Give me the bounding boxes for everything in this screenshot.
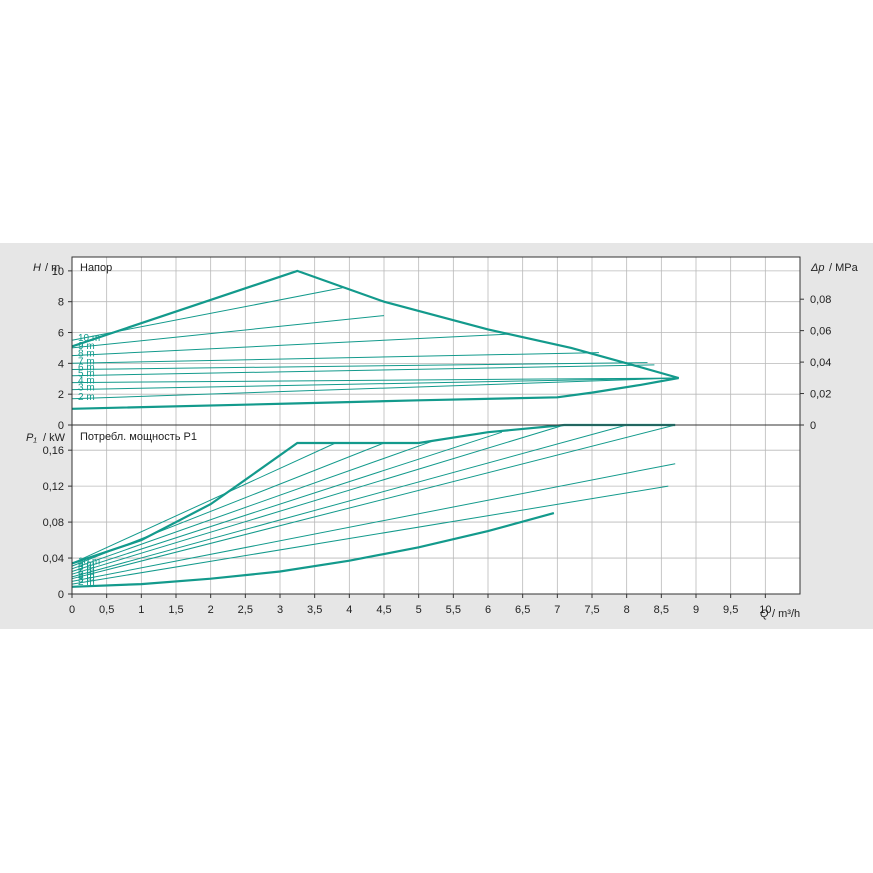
power-ylabel-symbol: P₁ xyxy=(26,432,37,444)
power-level-label: 6 m xyxy=(78,567,95,578)
dp-tick-label: 0,04 xyxy=(810,357,831,369)
labels: 0 0,5 1 1,5 2 2,5 3 3,5 4 4,5 5 5,5 6 6,5 7 7,5 8 8,5 9 9,5… xyxy=(43,266,832,616)
x-tick-label: 2 xyxy=(208,604,214,616)
x-tick-label: 10 xyxy=(759,604,771,616)
power-y-tick-label: 0 xyxy=(58,589,64,601)
power-curve-2m xyxy=(71,485,669,585)
x-tick-label: 4 xyxy=(346,604,352,616)
x-tick-label: 1 xyxy=(138,604,144,616)
power-level-label: 5 m xyxy=(78,570,95,581)
head-y-tick-label: 10 xyxy=(52,266,64,278)
x-tick-label: 3 xyxy=(277,604,283,616)
x-tick-label: 2,5 xyxy=(238,604,253,616)
dp-ylabel-unit: / MPa xyxy=(829,262,859,274)
power-y-tick-label: 0,04 xyxy=(43,553,64,565)
head-level-label: 3 m xyxy=(78,383,95,394)
dp-tick-label: 0 xyxy=(810,420,816,432)
power-level-label: 4 m xyxy=(78,572,95,583)
x-tick-label: 8,5 xyxy=(654,604,669,616)
x-label-symbol: Q xyxy=(760,608,769,620)
x-tick-label: 3,5 xyxy=(307,604,322,616)
head-level-label: 9 m xyxy=(78,341,95,352)
dp-tick-label: 0,08 xyxy=(810,294,831,306)
x-tick-label: 5 xyxy=(416,604,422,616)
power-title: Потребл. мощность P1 xyxy=(80,431,197,443)
head-level-label: 10 m xyxy=(78,333,100,344)
head-y-tick-label: 8 xyxy=(58,297,64,309)
x-tick-label: 7,5 xyxy=(584,604,599,616)
dp-tick-label: 0,02 xyxy=(810,389,831,401)
power-ylabel-unit: / kW xyxy=(43,432,66,444)
head-curve-2m xyxy=(71,377,679,400)
x-tick-label: 7 xyxy=(554,604,560,616)
x-tick-label: 1,5 xyxy=(168,604,183,616)
power-level-label: 10 m xyxy=(78,556,100,567)
power-y-tick-label: 0,16 xyxy=(43,445,64,457)
power-curve-3m xyxy=(71,463,676,582)
curves xyxy=(71,269,679,588)
head-level-label: 6 m xyxy=(78,363,95,374)
head-level-label: 2 m xyxy=(78,392,95,403)
power-level-label: 9 m xyxy=(78,559,95,570)
head-min-curve xyxy=(71,376,679,410)
head-ylabel-symbol: H xyxy=(33,262,41,274)
power-curve-8m xyxy=(71,440,433,570)
power-min-curve xyxy=(71,512,555,588)
head-y-tick-label: 2 xyxy=(58,389,64,401)
x-label-unit: / m³/h xyxy=(772,608,800,620)
power-level-label: 3 m xyxy=(78,574,95,585)
head-ylabel-unit: / m xyxy=(45,262,60,274)
power-y-tick-label: 0,12 xyxy=(43,481,64,493)
dp-tick-label: 0,06 xyxy=(810,326,831,338)
power-curve-7m xyxy=(71,431,503,572)
power-level-label: 7 m xyxy=(78,565,95,576)
head-curve-5m xyxy=(71,364,655,377)
x-tick-label: 8 xyxy=(624,604,630,616)
head-level-label: 5 m xyxy=(78,369,95,380)
x-tick-label: 0,5 xyxy=(99,604,114,616)
power-level-label: 2 m xyxy=(78,577,95,588)
head-level-label: 7 m xyxy=(78,356,95,367)
head-curve-8m xyxy=(71,333,509,357)
power-y-tick-label: 0,08 xyxy=(43,517,64,529)
x-tick-label: 6 xyxy=(485,604,491,616)
x-tick-label: 6,5 xyxy=(515,604,530,616)
head-curve-6m xyxy=(71,362,648,370)
x-tick-label: 9,5 xyxy=(723,604,738,616)
power-level-label: 8 m xyxy=(78,562,95,573)
power-curve-6m xyxy=(71,424,565,575)
head-curve-7m xyxy=(71,352,599,364)
chart-panel: 0 0,5 1 1,5 2 2,5 3 3,5 4 4,5 5 5,5 6 6,5 7 7,5 8 8,5 9 9,5… xyxy=(0,243,873,629)
head-y-tick-label: 6 xyxy=(58,328,64,340)
x-tick-label: 5,5 xyxy=(446,604,461,616)
x-tick-label: 4,5 xyxy=(376,604,391,616)
power-curve-5m xyxy=(71,424,627,578)
head-curve-9m xyxy=(71,315,385,349)
head-title: Напор xyxy=(80,262,112,274)
head-max-curve xyxy=(71,269,679,380)
power-curve-10m xyxy=(71,442,336,564)
head-curve-3m xyxy=(71,377,679,391)
head-y-tick-label: 4 xyxy=(58,358,64,370)
head-y-tick-label: 0 xyxy=(58,420,64,432)
head-plot-area xyxy=(72,257,800,425)
x-tick-label: 0 xyxy=(69,604,75,616)
pump-curve-chart: 0 0,5 1 1,5 2 2,5 3 3,5 4 4,5 5 5,5 6 6,5 7 7,5 8 8,5 9 9,5… xyxy=(26,256,859,620)
head-curve-4m xyxy=(71,377,679,384)
head-level-label: 8 m xyxy=(78,349,95,360)
head-level-label: 4 m xyxy=(78,376,95,387)
x-tick-label: 9 xyxy=(693,604,699,616)
power-max-curve xyxy=(71,423,676,565)
dp-ylabel-symbol: Δp xyxy=(810,262,825,274)
power-curve-4m xyxy=(71,424,676,580)
power-plot-frame xyxy=(71,424,801,595)
